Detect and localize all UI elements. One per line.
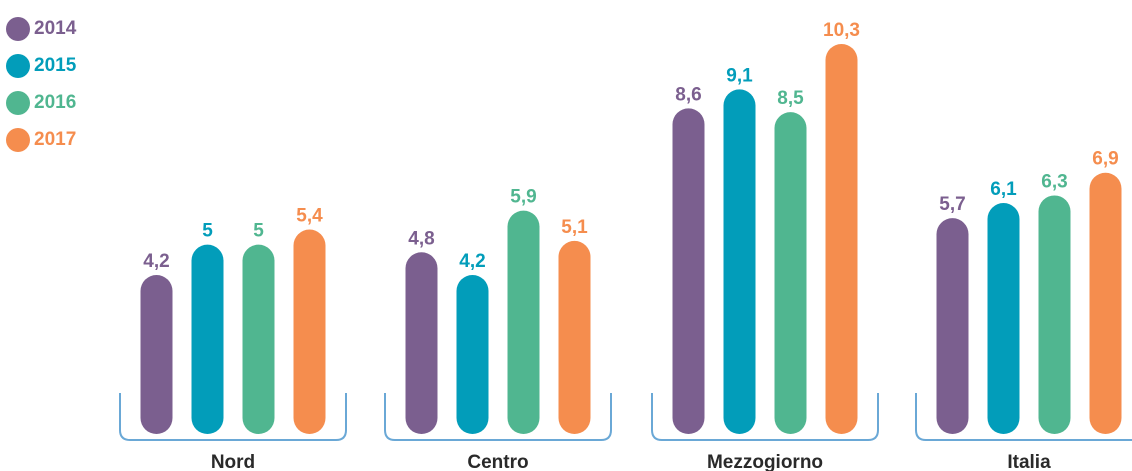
bar[interactable] [242,244,275,434]
category-label: Centro [467,452,528,471]
bar[interactable] [723,89,756,434]
data-label: 4,2 [143,251,169,272]
bar[interactable] [405,252,438,434]
data-label: 5,7 [939,194,965,215]
data-label: 8,5 [777,88,804,109]
group-bracket [651,393,879,441]
legend-item-2016[interactable]: 2016 [6,84,76,121]
bar[interactable] [672,108,705,435]
group-bracket [119,393,347,441]
legend-swatch-2014 [6,16,30,41]
category-label: Mezzogiorno [707,452,823,471]
category-label: Nord [211,452,255,471]
data-label: 6,1 [990,179,1017,200]
group-bracket [384,393,612,441]
group-bracket [915,393,1132,441]
bar[interactable] [825,44,858,434]
legend-swatch-2016 [6,90,30,115]
legend-label-2017: 2017 [34,128,77,150]
category-label: Italia [1007,452,1051,471]
data-label: 8,6 [675,84,701,105]
legend-item-2014[interactable]: 2014 [6,10,76,47]
bar[interactable] [140,274,173,434]
data-label: 10,3 [823,20,860,41]
legend: 2014 2015 2016 2017 [6,10,76,158]
bar[interactable] [191,244,224,434]
data-label: 5,4 [296,206,323,227]
legend-swatch-2017 [6,127,30,152]
data-label: 6,9 [1092,149,1118,170]
bar[interactable] [456,274,489,434]
bar[interactable] [987,203,1020,434]
bar[interactable] [558,240,591,434]
legend-label-2016: 2016 [34,91,77,113]
legend-swatch-2015 [6,53,30,78]
data-label: 4,2 [459,251,485,272]
legend-item-2015[interactable]: 2015 [6,47,76,84]
data-label: 5 [253,221,264,242]
data-label: 4,8 [408,228,434,249]
legend-label-2014: 2014 [34,17,77,39]
bar[interactable] [293,229,326,434]
legend-item-2017[interactable]: 2017 [6,121,76,158]
data-label: 6,3 [1041,171,1067,192]
legend-label-2015: 2015 [34,54,77,76]
bar[interactable] [1038,195,1071,434]
data-label: 5,9 [510,187,536,208]
bar[interactable] [774,112,807,435]
bar[interactable] [1089,172,1122,435]
data-label: 5 [202,221,213,242]
bar[interactable] [507,210,540,434]
data-label: 9,1 [726,65,753,86]
bar[interactable] [936,218,969,434]
data-label: 5,1 [561,217,588,238]
